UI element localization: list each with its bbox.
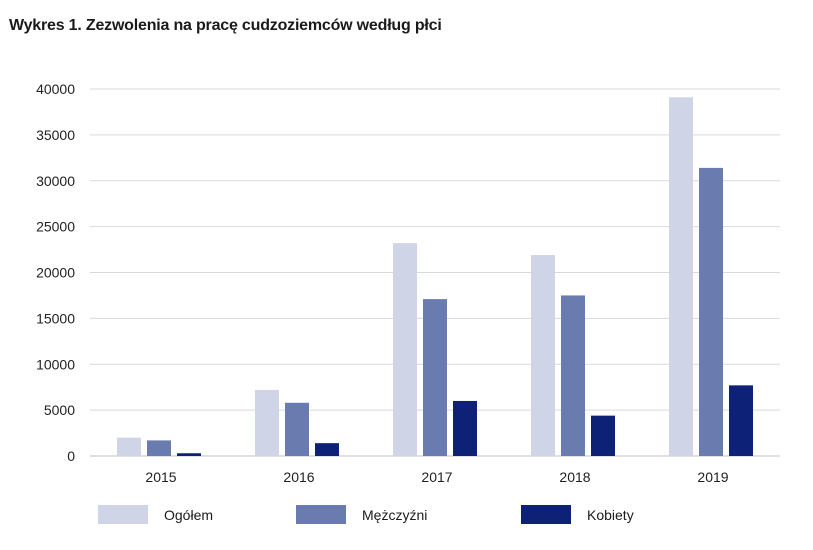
x-tick-label: 2016 xyxy=(283,469,314,485)
bar xyxy=(177,453,201,456)
bar xyxy=(393,243,417,456)
legend-swatch-kobiety xyxy=(521,505,571,524)
legend-label-kobiety: Kobiety xyxy=(587,506,634,523)
bar xyxy=(255,389,279,456)
y-tick-label: 25000 xyxy=(36,219,75,235)
y-tick-label: 10000 xyxy=(36,356,75,372)
y-tick-label: 5000 xyxy=(44,402,75,418)
bar xyxy=(729,385,753,456)
legend-item-ogolem: Ogółem xyxy=(98,505,213,524)
y-tick-label: 30000 xyxy=(36,173,75,189)
bar-chart: 0 5000 10000 15000 20000 25000 30000 35000 40000… xyxy=(36,81,780,485)
bar xyxy=(147,440,171,456)
legend-item-kobiety: Kobiety xyxy=(521,505,634,524)
x-tick-label: 2015 xyxy=(145,469,176,485)
legend: Ogółem Mężczyźni Kobiety xyxy=(0,505,813,535)
bar xyxy=(117,437,141,456)
bar xyxy=(699,167,723,456)
bar xyxy=(531,255,555,456)
bar xyxy=(669,97,693,456)
x-tick-label: 2017 xyxy=(421,469,452,485)
y-tick-label: 20000 xyxy=(36,265,75,281)
y-tick-label: 0 xyxy=(67,448,75,464)
bar xyxy=(315,443,339,456)
bar xyxy=(423,299,447,456)
chart-title: Wykres 1. Zezwolenia na pracę cudzoziemc… xyxy=(9,17,442,34)
bar xyxy=(561,295,585,456)
bar xyxy=(453,400,477,456)
bar xyxy=(285,402,309,456)
bar xyxy=(591,415,615,456)
x-tick-label: 2019 xyxy=(697,469,728,485)
legend-swatch-mezczyzni xyxy=(296,505,346,524)
legend-item-mezczyzni: Mężczyźni xyxy=(296,505,427,524)
y-tick-label: 35000 xyxy=(36,127,75,143)
x-tick-label: 2018 xyxy=(559,469,590,485)
y-tick-label: 15000 xyxy=(36,310,75,326)
y-tick-label: 40000 xyxy=(36,81,75,97)
legend-swatch-ogolem xyxy=(98,505,148,524)
legend-label-ogolem: Ogółem xyxy=(164,506,214,523)
legend-label-mezczyzni: Mężczyźni xyxy=(362,506,428,523)
